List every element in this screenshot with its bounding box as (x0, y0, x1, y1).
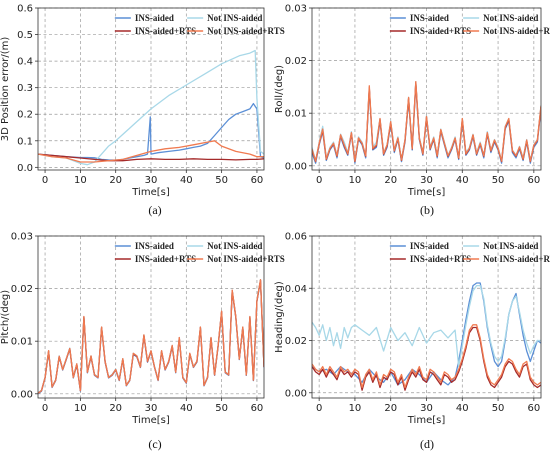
x-axis-label: Time[s] (407, 415, 446, 426)
y-tick-label: 0.01 (11, 337, 33, 348)
legend-label: INS-aided (135, 13, 174, 23)
y-tick-label: 0.02 (285, 336, 307, 347)
y-tick-label: 0.02 (285, 56, 307, 67)
y-axis-label: Heading/(deg) (274, 281, 285, 353)
x-tick-label: 50 (215, 175, 228, 186)
x-tick-label: 50 (492, 175, 505, 186)
legend-label: Not INS-aided (483, 241, 538, 251)
legend: INS-aided INS-aided+RTS Not INS-aided Not I… (389, 241, 550, 264)
series-line-3 (312, 324, 541, 389)
x-tick-label: 40 (456, 403, 469, 414)
y-tick-label: 0.1 (17, 136, 33, 147)
y-tick-label: 0.6 (17, 4, 33, 15)
series-group (312, 282, 541, 391)
series-group (38, 49, 264, 166)
series-line-3 (312, 80, 541, 162)
x-axis-label: Time[s] (407, 187, 446, 198)
legend-label: INS-aided+RTS (410, 26, 471, 36)
series-line-1 (312, 284, 541, 368)
series-line-1 (38, 49, 264, 166)
y-axis-label: Roll/(deg) (274, 65, 285, 113)
y-axis-label: Pitch/(deg) (0, 290, 11, 344)
y-tick-label: 0.00 (285, 161, 307, 172)
x-tick-label: 0 (316, 175, 322, 186)
legend: INS-aided INS-aided+RTS Not INS-aided Not I… (389, 13, 550, 36)
x-tick-label: 0 (42, 403, 48, 414)
x-tick-label: 20 (384, 403, 397, 414)
legend-label: Not INS-aided+RTS (207, 254, 285, 264)
series-line-3 (38, 140, 264, 163)
legend-label: Not INS-aided+RTS (207, 26, 285, 36)
panel-caption: (a) (148, 203, 161, 217)
x-tick-label: 10 (74, 403, 87, 414)
legend-label: Not INS-aided (207, 13, 262, 23)
x-tick-label: 10 (349, 175, 362, 186)
x-tick-label: 60 (251, 403, 264, 414)
x-tick-label: 50 (492, 403, 505, 414)
x-tick-label: 60 (527, 403, 540, 414)
legend-label: INS-aided (410, 241, 449, 251)
x-tick-label: 60 (527, 175, 540, 186)
chart-panel-0: 0 10 20 30 40 50 60 0.0 0.1 0.2 0.3 0.4 0.5 0.6 Time[s… (0, 4, 285, 218)
y-tick-label: 0.00 (11, 389, 33, 400)
legend-label: Not INS-aided+RTS (483, 254, 550, 264)
series-line-0 (38, 102, 264, 161)
chart-panel-1: 0 10 20 30 40 50 60 0.00 0.01 0.02 0.03 Time[s] Roll… (274, 4, 550, 218)
series-group (312, 80, 541, 164)
x-tick-label: 20 (384, 175, 397, 186)
y-tick-label: 0.2 (17, 110, 33, 121)
x-tick-label: 30 (420, 403, 433, 414)
chart-panel-2: 0 10 20 30 40 50 60 0.00 0.01 0.02 0.03 Time[s] Pitc… (0, 232, 285, 452)
legend: INS-aided INS-aided+RTS Not INS-aided Not I… (114, 241, 285, 264)
panel-caption: (b) (420, 203, 434, 217)
y-tick-label: 0.04 (285, 284, 307, 295)
y-tick-label: 0.3 (17, 83, 33, 94)
legend-label: Not INS-aided (207, 241, 262, 251)
x-tick-label: 30 (420, 175, 433, 186)
y-tick-label: 0.0 (17, 163, 33, 174)
x-axis-label: Time[s] (131, 415, 170, 426)
x-tick-label: 30 (145, 175, 158, 186)
y-tick-label: 0.02 (11, 284, 33, 295)
x-tick-label: 50 (215, 403, 228, 414)
series-line-2 (38, 153, 264, 162)
series-group (38, 279, 264, 395)
legend-label: INS-aided+RTS (410, 254, 471, 264)
series-line-2 (312, 326, 541, 391)
panel-caption: (d) (420, 437, 434, 451)
x-tick-label: 40 (456, 175, 469, 186)
y-tick-label: 0.00 (285, 388, 307, 399)
chart-panel-3: 0 10 20 30 40 50 60 0.00 0.02 0.04 0.06 Time[s] Head… (274, 232, 550, 452)
legend-label: INS-aided+RTS (135, 254, 196, 264)
legend-label: Not INS-aided+RTS (483, 26, 550, 36)
x-axis-label: Time[s] (131, 187, 170, 198)
legend-label: INS-aided+RTS (135, 26, 196, 36)
y-tick-label: 0.03 (285, 4, 307, 15)
y-tick-label: 0.03 (11, 232, 33, 243)
x-tick-label: 10 (74, 175, 87, 186)
x-tick-label: 20 (109, 403, 122, 414)
x-tick-label: 30 (145, 403, 158, 414)
y-tick-label: 0.06 (285, 232, 307, 243)
y-tick-label: 0.5 (17, 30, 33, 41)
legend-label: INS-aided (410, 13, 449, 23)
x-tick-label: 10 (349, 403, 362, 414)
legend-label: Not INS-aided (483, 13, 538, 23)
y-tick-label: 0.01 (285, 109, 307, 120)
x-tick-label: 0 (316, 403, 322, 414)
x-tick-label: 0 (42, 175, 48, 186)
y-axis-label: 3D Position error/(m) (0, 37, 11, 142)
legend: INS-aided INS-aided+RTS Not INS-aided Not I… (114, 13, 285, 36)
x-tick-label: 40 (180, 175, 193, 186)
series-line-3 (38, 279, 264, 394)
panel-caption: (c) (148, 437, 161, 451)
x-tick-label: 20 (109, 175, 122, 186)
y-tick-label: 0.4 (17, 57, 33, 68)
x-tick-label: 40 (180, 403, 193, 414)
legend-label: INS-aided (135, 241, 174, 251)
x-tick-label: 60 (251, 175, 264, 186)
